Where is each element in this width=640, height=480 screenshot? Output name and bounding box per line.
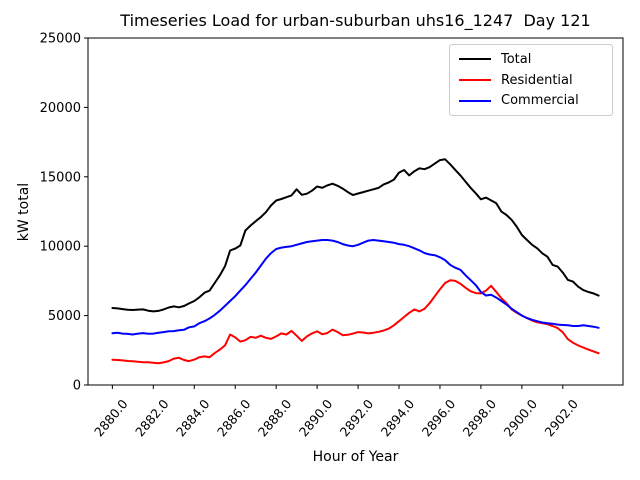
x-tick-label: 2902.0: [541, 396, 581, 439]
x-tick-label: 2894.0: [378, 396, 418, 439]
legend-label-total: Total: [501, 51, 532, 67]
residential-line-swatch: [459, 79, 491, 81]
series-line-commercial: [111, 239, 600, 336]
x-tick-label: 2886.0: [214, 396, 254, 439]
axes-frame: [87, 37, 624, 386]
legend-label-commercial: Commercial: [501, 93, 579, 109]
x-tick-label: 2884.0: [173, 396, 213, 439]
x-tick-label: 2892.0: [337, 396, 377, 439]
x-axis-label: Hour of Year: [312, 449, 399, 465]
legend-item-total: Total: [458, 49, 604, 70]
y-axis-label: kW total: [16, 182, 32, 242]
x-tick-label: 2882.0: [132, 396, 172, 439]
series-line-total: [111, 158, 600, 313]
commercial-line-swatch: [459, 99, 491, 102]
x-tick-label: 2898.0: [460, 396, 500, 439]
x-tick-label: 2888.0: [255, 396, 295, 439]
x-tick-label: 2896.0: [419, 396, 459, 439]
x-tick-label: 2880.0: [91, 396, 131, 439]
y-tick-label: 20000: [40, 101, 81, 116]
total-line-swatch: [459, 58, 491, 61]
legend: Total Residential Commercial: [449, 44, 613, 116]
y-tick-label: 0: [73, 379, 81, 394]
y-tick-label: 15000: [40, 170, 81, 185]
legend-item-residential: Residential: [458, 70, 604, 91]
y-tick-label: 10000: [40, 240, 81, 255]
y-tick-label: 5000: [48, 309, 81, 324]
legend-item-commercial: Commercial: [458, 90, 604, 111]
series-line-residential: [111, 279, 600, 365]
legend-label-residential: Residential: [501, 72, 573, 88]
chart-title: Timeseries Load for urban-suburban uhs16…: [120, 11, 591, 30]
x-tick-label: 2890.0: [296, 396, 336, 439]
x-tick-label: 2900.0: [501, 396, 541, 439]
y-tick-label: 25000: [40, 32, 81, 47]
